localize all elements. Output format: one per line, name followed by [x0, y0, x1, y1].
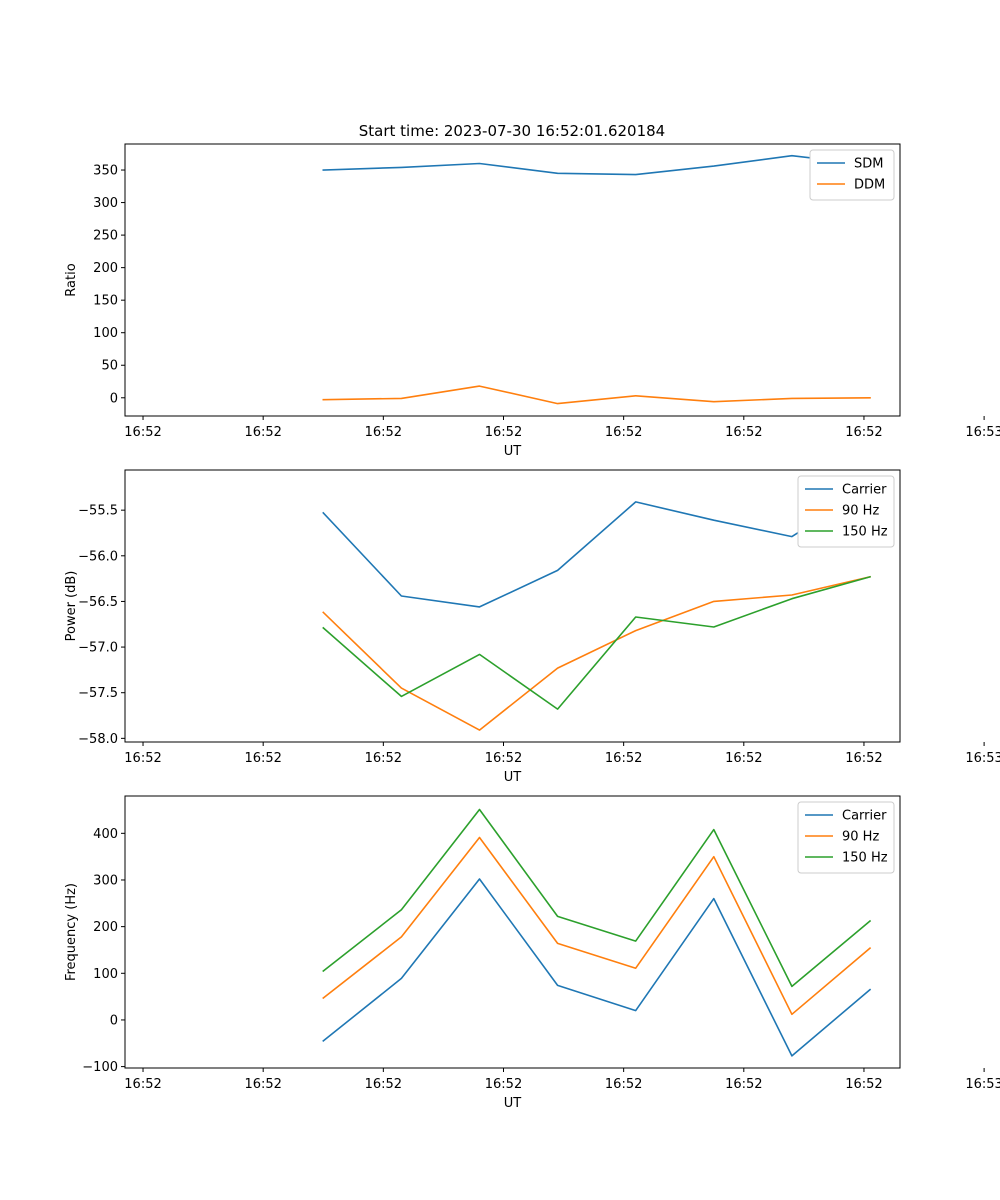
x-tick-label: 16:52 [845, 425, 882, 440]
series-line-90-hz [322, 575, 871, 731]
series-line-carrier [322, 878, 872, 1057]
legend-label: Carrier [842, 483, 887, 498]
y-tick-label: −57.5 [78, 686, 118, 701]
y-tick-label: −57.0 [78, 641, 118, 656]
x-tick-label: 16:52 [485, 751, 522, 766]
x-tick-label: 16:52 [244, 1077, 281, 1092]
y-tick-label: −55.5 [78, 504, 118, 519]
ratio-panel: 0 50 100 150 200 250 300 350 16:52 16:52 16:52 16:5… [64, 143, 1000, 459]
y-tick-label: 150 [93, 294, 118, 309]
y-axis-label: Ratio [64, 263, 79, 296]
x-tick-label: 16:52 [605, 425, 642, 440]
x-tick-label: 16:52 [845, 751, 882, 766]
series-line-150-hz [322, 575, 871, 710]
y-tick-label: 300 [93, 873, 118, 888]
frequency-panel: −100 0 100 200 300 400 16:52 16:52 16:52 16:52 16:… [64, 795, 1000, 1111]
legend-label: DDM [854, 178, 885, 193]
x-tick-label: 16:53 [965, 425, 1000, 440]
y-tick-label: 0 [110, 1013, 118, 1028]
series-line-ddm [322, 385, 871, 405]
y-tick-label: 0 [110, 391, 118, 406]
y-tick-label: 350 [93, 164, 118, 179]
x-tick-label: 16:52 [845, 1077, 882, 1092]
y-tick-label: 100 [93, 967, 118, 982]
x-tick-label: 16:52 [485, 425, 522, 440]
legend-label: 150 Hz [842, 851, 888, 866]
y-tick-label: 50 [101, 359, 118, 374]
y-tick-label: 250 [93, 229, 118, 244]
axes-frame [124, 795, 901, 1069]
legend-box [797, 801, 895, 874]
legend-label: 90 Hz [842, 504, 879, 519]
x-tick-label: 16:52 [365, 751, 402, 766]
legend-box [797, 475, 895, 548]
figure-title: Start time: 2023-07-30 16:52:01.620184 [359, 122, 665, 140]
y-tick-label: 100 [93, 326, 118, 341]
y-axis-label: Power (dB) [64, 571, 79, 642]
x-tick-label: 16:52 [605, 1077, 642, 1092]
series-line-90-hz [322, 836, 872, 1016]
y-tick-label: 300 [93, 196, 118, 211]
y-tick-label: 200 [93, 261, 118, 276]
axes-frame [124, 143, 901, 417]
x-tick-label: 16:52 [244, 751, 281, 766]
x-axis-label: UT [504, 770, 522, 785]
x-tick-label: 16:52 [605, 751, 642, 766]
y-tick-label: −56.5 [78, 595, 118, 610]
y-tick-label: −100 [82, 1060, 118, 1075]
x-tick-label: 16:52 [244, 425, 281, 440]
x-tick-label: 16:52 [725, 425, 762, 440]
x-tick-label: 16:52 [124, 1077, 161, 1092]
y-tick-label: 200 [93, 920, 118, 935]
x-axis-label: UT [504, 444, 522, 459]
x-tick-label: 16:53 [965, 751, 1000, 766]
x-tick-label: 16:53 [965, 1077, 1000, 1092]
legend-label: 90 Hz [842, 830, 879, 845]
axes-frame [124, 469, 901, 743]
x-tick-label: 16:52 [485, 1077, 522, 1092]
y-tick-label: 400 [93, 827, 118, 842]
series-line-sdm [322, 154, 871, 176]
legend-label: 150 Hz [842, 525, 888, 540]
series-line-150-hz [322, 808, 872, 988]
legend-label: Carrier [842, 809, 887, 824]
x-tick-label: 16:52 [725, 1077, 762, 1092]
x-tick-label: 16:52 [725, 751, 762, 766]
y-axis-label: Frequency (Hz) [64, 883, 79, 981]
x-axis-label: UT [504, 1096, 522, 1111]
y-tick-label: −56.0 [78, 549, 118, 564]
x-tick-label: 16:52 [124, 751, 161, 766]
x-tick-label: 16:52 [124, 425, 161, 440]
x-tick-label: 16:52 [365, 425, 402, 440]
series-line-carrier [322, 486, 872, 608]
legend-label: SDM [854, 157, 883, 172]
power-panel: −58.0 −57.5 −57.0 −56.5 −56.0 −55.5 16:52 16:52… [64, 469, 1000, 785]
x-tick-label: 16:52 [365, 1077, 402, 1092]
y-tick-label: −58.0 [78, 732, 118, 747]
